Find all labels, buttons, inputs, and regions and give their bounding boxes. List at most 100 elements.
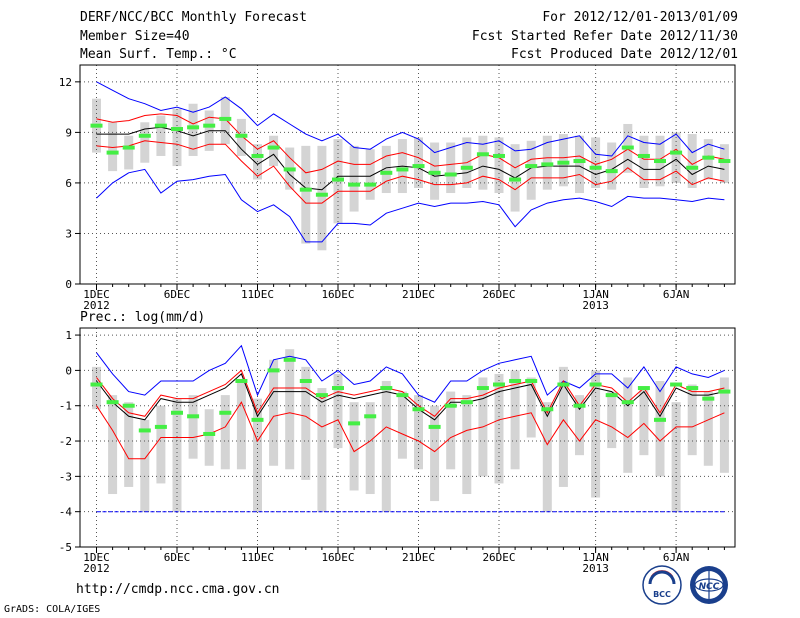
temp-marker-39 — [702, 155, 715, 160]
prec-marker-17 — [348, 421, 361, 426]
prec-marker-36 — [654, 417, 666, 422]
temp-marker-35 — [637, 153, 650, 158]
prec-xtick-year: 2012 — [83, 562, 110, 575]
temp-marker-17 — [348, 182, 361, 187]
temp-marker-1 — [90, 123, 103, 128]
prec-box-27 — [510, 370, 520, 470]
prec-box-40 — [719, 377, 729, 473]
grads-credit: GrADS: COLA/IGES — [4, 604, 101, 615]
temp-marker-7 — [187, 125, 200, 130]
temp-ytick-label: 0 — [65, 278, 72, 291]
temp-marker-5 — [154, 123, 167, 128]
prec-marker-10 — [235, 378, 248, 383]
member-size: Member Size=40 — [80, 29, 190, 44]
prec-marker-40 — [718, 389, 731, 394]
prec-ytick-label: -5 — [59, 541, 72, 554]
temp-series-spread-low — [96, 140, 725, 204]
temp-box-18 — [365, 149, 375, 200]
temp-series-env-min — [96, 168, 725, 243]
temp-box-21 — [414, 137, 423, 188]
temp-box-17 — [349, 145, 359, 212]
prec-box-20 — [397, 391, 407, 459]
prec-marker-12 — [267, 368, 280, 373]
source-url[interactable]: http://cmdp.ncc.cma.gov.cn — [76, 582, 280, 597]
forecast-produced-date: Fcst Produced Date 2012/12/01 — [511, 47, 738, 62]
prec-marker-23 — [444, 403, 457, 408]
prec-box-14 — [301, 366, 311, 480]
prec-box-22 — [430, 405, 440, 502]
prec-marker-14 — [299, 378, 312, 383]
temp-marker-24 — [460, 165, 473, 170]
prec-xtick-label: 6DEC — [164, 551, 191, 564]
temp-xtick-label: 6DEC — [164, 288, 191, 301]
prec-box-11 — [253, 398, 262, 512]
prec-box-35 — [639, 388, 649, 456]
temp-xtick-label: 1DEC — [83, 288, 110, 301]
forecast-started-date: Fcst Started Refer Date 2012/11/30 — [471, 29, 738, 44]
temp-marker-3 — [122, 145, 135, 150]
prec-box-30 — [558, 366, 568, 487]
prec-marker-29 — [541, 407, 554, 412]
temp-box-3 — [124, 135, 134, 170]
temp-series-spread-high — [96, 113, 725, 174]
prec-box-24 — [462, 395, 472, 495]
temp-marker-23 — [444, 172, 457, 177]
temp-marker-10 — [235, 133, 248, 138]
temperature-panel-title: Mean Surf. Temp.: °C — [80, 47, 237, 62]
prec-box-28 — [526, 377, 536, 438]
prec-box-23 — [446, 391, 456, 470]
prec-box-31 — [575, 395, 584, 456]
prec-marker-6 — [171, 410, 183, 415]
temp-ytick-label: 12 — [59, 76, 72, 89]
prec-marker-4 — [138, 428, 151, 433]
prec-xtick-label: 21DEC — [402, 551, 435, 564]
temp-series-env-max — [96, 81, 725, 157]
prec-marker-16 — [332, 386, 344, 391]
temp-marker-28 — [525, 164, 538, 169]
temp-ytick-label: 3 — [65, 227, 72, 240]
prec-marker-3 — [122, 403, 135, 408]
precipitation-panel-title: Prec.: log(mm/d) — [80, 310, 206, 325]
temp-ytick-label: 9 — [65, 126, 72, 139]
temp-box-33 — [607, 142, 617, 190]
temp-box-15 — [317, 145, 327, 251]
prec-marker-21 — [412, 407, 425, 412]
temp-ytick-label: 6 — [65, 177, 72, 190]
prec-ytick-label: -2 — [59, 435, 72, 448]
temp-marker-16 — [332, 177, 344, 182]
temp-marker-4 — [138, 133, 151, 138]
prec-xtick-year: 2013 — [582, 562, 609, 575]
temp-marker-40 — [718, 159, 731, 164]
temp-marker-30 — [557, 160, 570, 165]
prec-xtick-label: 26DEC — [482, 551, 515, 564]
prec-box-16 — [333, 373, 343, 449]
prec-marker-1 — [90, 382, 103, 387]
temp-xtick-year: 2012 — [83, 299, 110, 312]
temp-marker-34 — [621, 145, 634, 150]
temp-xtick-label: 11DEC — [241, 288, 274, 301]
temp-marker-38 — [686, 165, 699, 170]
temp-box-25 — [478, 135, 488, 190]
prec-xtick-label: 1JAN — [582, 551, 609, 564]
temp-marker-27 — [509, 177, 522, 182]
prec-marker-7 — [187, 414, 200, 419]
prec-box-5 — [156, 405, 166, 484]
temp-marker-13 — [283, 167, 296, 172]
prec-ytick-label: -1 — [59, 400, 72, 413]
prec-marker-25 — [476, 386, 489, 391]
temp-marker-31 — [573, 159, 586, 164]
prec-box-4 — [140, 419, 150, 512]
prec-marker-34 — [621, 400, 634, 405]
temp-box-30 — [558, 134, 568, 187]
temp-marker-32 — [589, 165, 602, 170]
temp-box-4 — [140, 122, 150, 163]
prec-marker-9 — [219, 410, 232, 415]
prec-box-8 — [204, 409, 214, 466]
temp-marker-8 — [203, 123, 216, 128]
forecast-period: For 2012/12/01-2013/01/09 — [542, 10, 738, 25]
bcc-logo-text: BCC — [653, 590, 671, 599]
prec-marker-24 — [460, 400, 473, 405]
temp-box-28 — [526, 140, 536, 200]
temp-marker-19 — [380, 170, 393, 175]
